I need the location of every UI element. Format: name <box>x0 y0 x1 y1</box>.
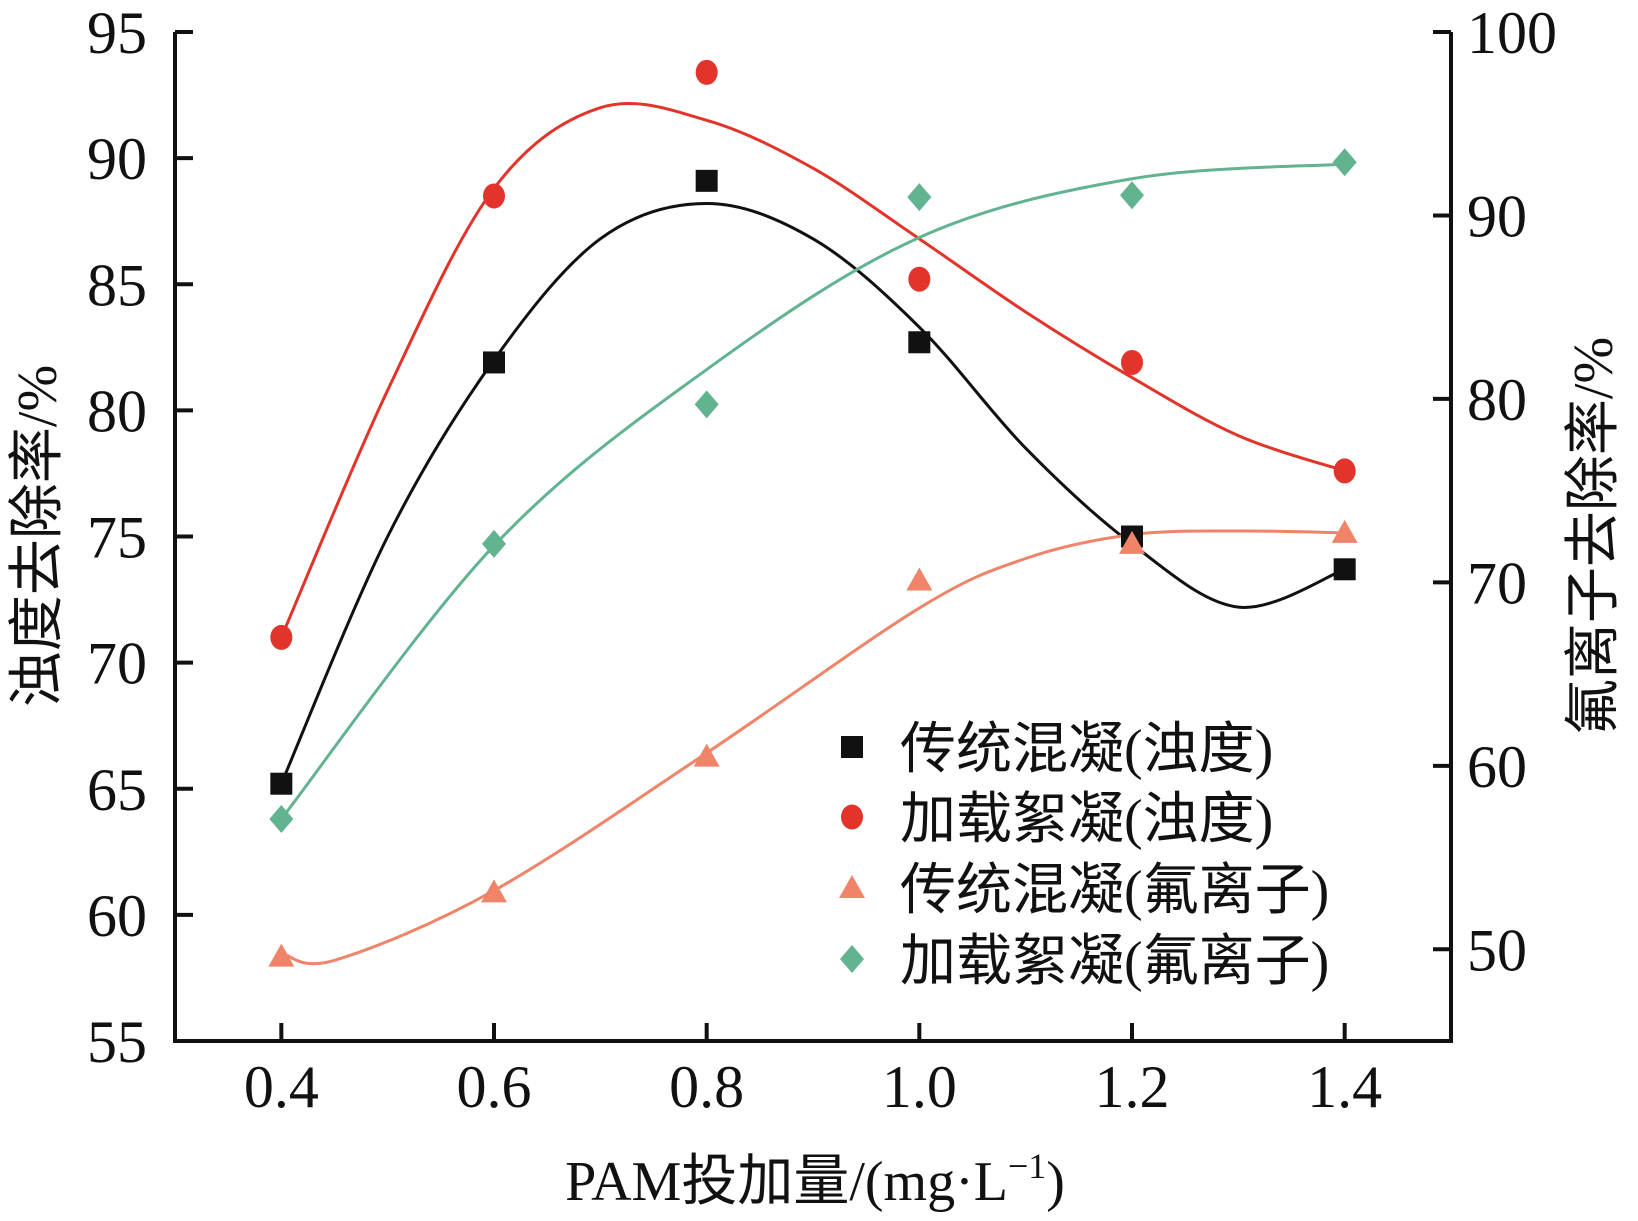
fit-curves <box>279 101 1346 966</box>
legend-marker-2 <box>841 804 863 830</box>
y-left-tick-label: 60 <box>87 883 147 949</box>
data-point-series-1 <box>483 351 505 374</box>
ticks: 0.4 0.6 0.8 1.0 1.2 1.4 55 60 65 70 75 80 85 90 95 50 60… <box>87 0 1557 1120</box>
data-point-series-3 <box>693 743 720 767</box>
data-point-series-3 <box>906 567 933 591</box>
data-point-series-2 <box>1333 458 1356 484</box>
y-right-tick-label: 90 <box>1467 183 1527 249</box>
fit-curve-series-2 <box>279 101 1346 638</box>
data-point-series-1 <box>695 169 718 192</box>
data-point-series-1 <box>908 331 931 354</box>
legend-marker-1 <box>841 736 863 758</box>
y-left-tick-label: 80 <box>87 378 147 444</box>
data-point-series-1 <box>1333 558 1356 581</box>
y-left-tick-label: 95 <box>87 0 147 66</box>
data-point-series-3 <box>1331 519 1358 543</box>
y-right-tick-label: 100 <box>1467 0 1557 66</box>
legend-marker-4 <box>840 945 864 973</box>
legend-label-1: 传统混凝(浊度) <box>900 719 1273 781</box>
y-left-tick-label: 75 <box>87 505 147 571</box>
y-axis-left-title: 浊度去除率/% <box>7 365 69 707</box>
x-tick-label: 0.8 <box>669 1054 744 1120</box>
data-point-series-4 <box>907 183 932 212</box>
y-right-tick-label: 60 <box>1467 734 1527 800</box>
y-right-tick-label: 70 <box>1467 550 1527 616</box>
data-point-series-4 <box>269 805 294 834</box>
data-point-series-4 <box>482 529 506 558</box>
y-left-tick-label: 70 <box>87 631 147 697</box>
y-left-tick-label: 85 <box>87 252 147 318</box>
data-markers <box>268 59 1358 967</box>
data-point-series-4 <box>694 390 719 419</box>
data-point-series-4 <box>1120 181 1144 210</box>
legend-marker-3 <box>839 875 865 898</box>
data-point-series-2 <box>270 624 293 650</box>
fit-curve-series-4 <box>280 162 1345 820</box>
data-point-series-1 <box>270 772 293 795</box>
data-point-series-2 <box>483 183 505 209</box>
y-left-tick-label: 90 <box>87 126 147 192</box>
y-right-tick-label: 50 <box>1467 917 1527 983</box>
data-point-series-3 <box>268 943 295 967</box>
legend: 传统混凝(浊度) 加载絮凝(浊度) 传统混凝(氟离子) 加载絮凝(氟离子) <box>839 719 1329 993</box>
y-left-tick-label: 55 <box>87 1009 147 1075</box>
data-point-series-2 <box>1121 349 1143 375</box>
x-tick-label: 0.6 <box>457 1054 532 1120</box>
y-left-tick-label: 65 <box>87 757 147 823</box>
data-point-series-3 <box>481 879 507 903</box>
y-axis-right-title: 氟离子去除率/% <box>1563 337 1625 735</box>
x-tick-label: 0.4 <box>244 1054 319 1120</box>
x-tick-label: 1.0 <box>882 1054 957 1120</box>
x-tick-label: 1.2 <box>1095 1054 1170 1120</box>
legend-label-2: 加载絮凝(浊度) <box>900 789 1273 851</box>
data-point-series-2 <box>908 266 931 292</box>
data-point-series-4 <box>1332 148 1357 177</box>
fit-curve-series-3 <box>280 529 1345 966</box>
legend-label-3: 传统混凝(氟离子) <box>900 860 1329 922</box>
data-point-series-2 <box>695 59 718 85</box>
data-point-series-3 <box>1119 530 1145 554</box>
x-axis-title: PAM投加量/(mg·L−1) <box>565 1146 1065 1213</box>
fit-curve-series-1 <box>279 202 1346 785</box>
x-tick-label: 1.4 <box>1307 1054 1382 1120</box>
legend-label-4: 加载絮凝(氟离子) <box>900 931 1329 993</box>
y-right-tick-label: 80 <box>1467 367 1527 433</box>
